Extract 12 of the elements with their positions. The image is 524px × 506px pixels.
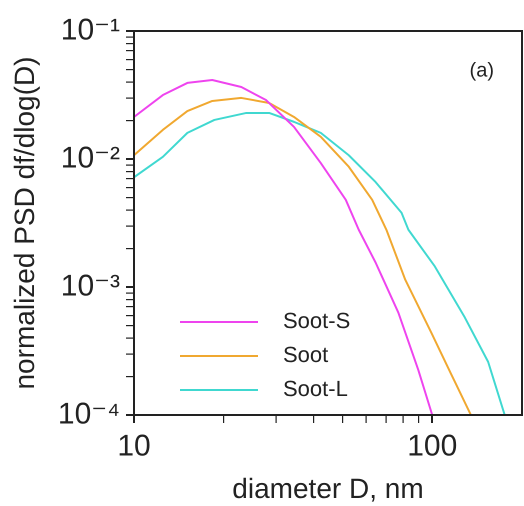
y-axis-title: normalized PSD df/dlog(D) — [9, 56, 40, 390]
annotation: (a) — [470, 60, 494, 82]
y-tick-label: 10⁻³ — [60, 269, 120, 302]
y-tick-label: 10⁻¹ — [60, 13, 120, 46]
legend-label: Soot — [283, 342, 328, 368]
y-tick-label: 10⁻² — [60, 141, 120, 174]
legend-label: Soot-L — [283, 376, 348, 402]
legend-label: Soot-S — [283, 308, 350, 334]
y-tick-label: 10⁻⁴ — [58, 397, 120, 430]
x-tick-label: 100 — [407, 429, 458, 462]
x-tick-label: 10 — [117, 429, 151, 462]
x-axis-title: diameter D, nm — [232, 473, 424, 504]
